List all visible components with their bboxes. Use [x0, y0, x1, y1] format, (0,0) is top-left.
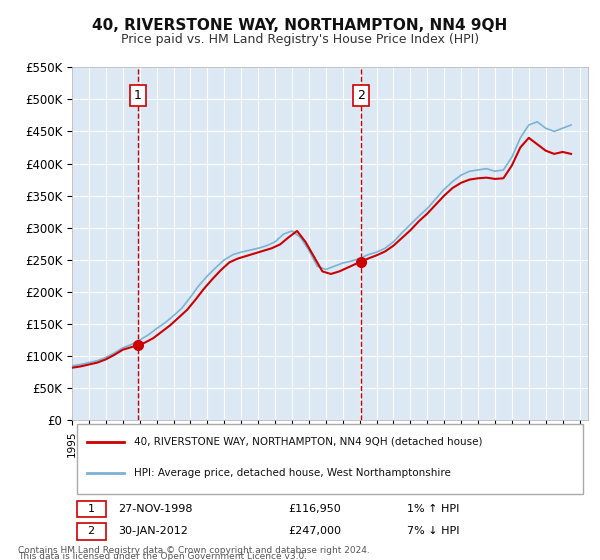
Text: 1% ↑ HPI: 1% ↑ HPI: [407, 504, 460, 514]
FancyBboxPatch shape: [77, 523, 106, 539]
Text: 27-NOV-1998: 27-NOV-1998: [118, 504, 193, 514]
Text: £116,950: £116,950: [289, 504, 341, 514]
Text: HPI: Average price, detached house, West Northamptonshire: HPI: Average price, detached house, West…: [134, 468, 451, 478]
Text: Contains HM Land Registry data © Crown copyright and database right 2024.: Contains HM Land Registry data © Crown c…: [18, 547, 370, 556]
Text: 40, RIVERSTONE WAY, NORTHAMPTON, NN4 9QH: 40, RIVERSTONE WAY, NORTHAMPTON, NN4 9QH: [92, 18, 508, 32]
FancyBboxPatch shape: [77, 424, 583, 493]
Text: 7% ↓ HPI: 7% ↓ HPI: [407, 526, 460, 536]
Text: 2: 2: [357, 89, 365, 102]
Text: 2: 2: [88, 526, 95, 536]
Text: £247,000: £247,000: [289, 526, 342, 536]
Text: 1: 1: [134, 89, 142, 102]
Text: Price paid vs. HM Land Registry's House Price Index (HPI): Price paid vs. HM Land Registry's House …: [121, 32, 479, 46]
Text: 40, RIVERSTONE WAY, NORTHAMPTON, NN4 9QH (detached house): 40, RIVERSTONE WAY, NORTHAMPTON, NN4 9QH…: [134, 437, 482, 447]
FancyBboxPatch shape: [77, 501, 106, 517]
Text: 1: 1: [88, 504, 95, 514]
Text: 30-JAN-2012: 30-JAN-2012: [118, 526, 188, 536]
Text: This data is licensed under the Open Government Licence v3.0.: This data is licensed under the Open Gov…: [18, 552, 307, 560]
